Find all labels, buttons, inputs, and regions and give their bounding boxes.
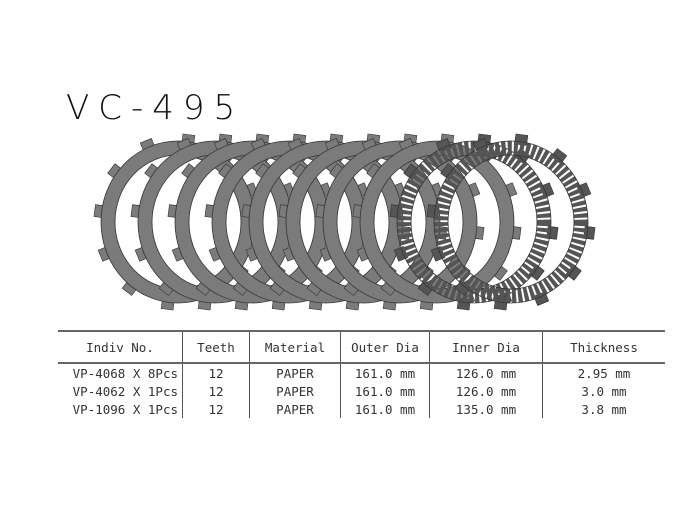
cell: PAPER <box>249 363 341 382</box>
clutch-plate <box>426 133 596 311</box>
table-row: VP-1096 X 1Pcs 12 PAPER 161.0 mm 135.0 m… <box>58 400 665 418</box>
cell: 2.95 mm <box>542 363 665 382</box>
cell: VP-1096 X 1Pcs <box>72 401 178 417</box>
cell: 3.8 mm <box>542 400 665 418</box>
header-inner-dia: Inner Dia <box>429 331 543 364</box>
header-material: Material <box>249 331 341 364</box>
plate-ring <box>175 141 329 303</box>
header-teeth: Teeth <box>182 331 250 364</box>
header-indiv-no: Indiv No. <box>58 331 183 364</box>
cell: 12 <box>182 363 250 382</box>
cell: 12 <box>182 400 250 418</box>
table-row: VP-4062 X 1Pcs 12 PAPER 161.0 mm 126.0 m… <box>58 382 665 400</box>
plate-ring <box>323 141 477 303</box>
plate-edge-inner <box>447 154 575 290</box>
spec-table: Indiv No. Teeth Material Outer Dia Inner… <box>58 330 665 418</box>
clutch-plate <box>93 133 263 311</box>
plate-ring <box>101 141 255 303</box>
cell: 161.0 mm <box>340 382 430 400</box>
plate-ring <box>434 141 588 303</box>
product-code-title: VC-495 <box>66 88 245 128</box>
cell: VP-4062 X 1Pcs <box>72 383 178 399</box>
plate-ring <box>212 141 366 303</box>
clutch-plates-illustration <box>93 133 596 311</box>
cell: 161.0 mm <box>340 400 430 418</box>
clutch-plate <box>389 133 559 311</box>
cell: 161.0 mm <box>340 363 430 382</box>
cell: 12 <box>182 382 250 400</box>
cell: PAPER <box>249 400 341 418</box>
cell: 126.0 mm <box>429 382 543 400</box>
table-row: VP-4068 X 8Pcs 12 PAPER 161.0 mm 126.0 m… <box>58 363 665 382</box>
header-outer-dia: Outer Dia <box>340 331 430 364</box>
plate-ring <box>286 141 440 303</box>
clutch-plate <box>352 133 522 311</box>
cell: 135.0 mm <box>429 400 543 418</box>
cell: PAPER <box>249 382 341 400</box>
header-thickness: Thickness <box>542 331 665 364</box>
plate-ring <box>360 141 514 303</box>
plate-ring <box>138 141 292 303</box>
plate-edge-outer <box>396 140 552 304</box>
cell: 126.0 mm <box>429 363 543 382</box>
plate-edge-outer <box>359 140 515 304</box>
cell: 3.0 mm <box>542 382 665 400</box>
cell: VP-4068 X 8Pcs <box>72 365 178 381</box>
plate-edge-outer <box>322 140 478 304</box>
plate-edge-outer <box>433 140 589 304</box>
plate-ring <box>249 141 403 303</box>
plate-ring <box>397 141 551 303</box>
